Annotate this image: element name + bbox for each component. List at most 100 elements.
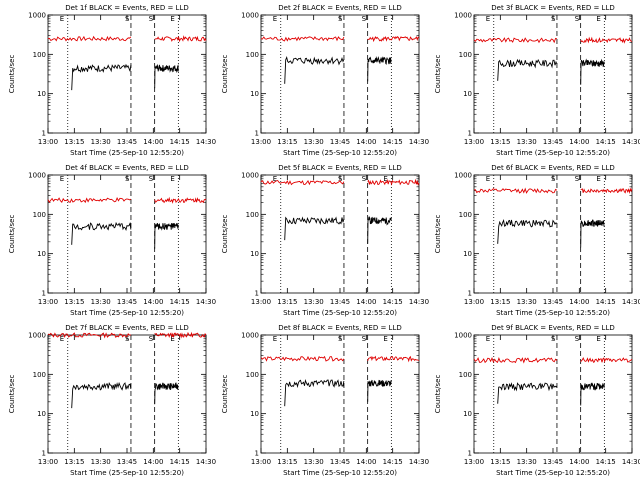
events-series xyxy=(367,56,392,82)
plot-frame xyxy=(47,14,207,134)
x-tick-label: 13:30 xyxy=(91,138,111,146)
panel-chart-svg: Det 2f BLACK = Events, RED = LLD Counts/s… xyxy=(221,4,429,157)
x-axis-label: Start Time (25-Sep-10 12:55:20) xyxy=(496,149,610,157)
y-tick-label: 10 xyxy=(250,90,259,98)
marker-label: E xyxy=(383,175,387,183)
y-tick-label: 100 xyxy=(33,211,46,219)
lld-series xyxy=(260,355,345,362)
detector-panel: Det 6f BLACK = Events, RED = LLD Counts/s… xyxy=(426,160,640,320)
marker-label: S xyxy=(125,335,130,343)
detector-panel: Det 7f BLACK = Events, RED = LLD Counts/s… xyxy=(0,320,216,480)
y-tick-label: 1 xyxy=(255,130,259,138)
plot-frame xyxy=(47,174,207,294)
lld-series xyxy=(580,36,633,44)
y-axis-label: Counts/sec xyxy=(8,375,16,414)
y-tick-label: 10 xyxy=(250,410,259,418)
detector-panel: Det 9f BLACK = Events, RED = LLD Counts/s… xyxy=(426,320,640,480)
x-tick-label: 14:15 xyxy=(170,458,190,466)
marker-label: S xyxy=(338,175,343,183)
x-tick-label: 14:30 xyxy=(196,458,216,466)
y-tick-label: 100 xyxy=(459,211,472,219)
x-tick-label: 14:30 xyxy=(409,138,429,146)
marker-label: E xyxy=(486,15,490,23)
marker-label: E xyxy=(170,15,174,23)
detector-panel: Det 1f BLACK = Events, RED = LLD Counts/s… xyxy=(0,0,216,160)
marker-label: S xyxy=(125,15,130,23)
x-tick-label: 13:15 xyxy=(490,298,510,306)
y-axis-label: Counts/sec xyxy=(434,375,442,414)
y-tick-label: 1000 xyxy=(241,332,259,340)
marker-label: S xyxy=(362,175,367,183)
y-tick-label: 100 xyxy=(246,211,259,219)
lld-series xyxy=(580,357,633,363)
events-series xyxy=(580,219,605,248)
x-tick-label: 13:30 xyxy=(304,298,324,306)
panel-title: Det 8f BLACK = Events, RED = LLD xyxy=(278,324,401,332)
x-tick-label: 13:15 xyxy=(490,458,510,466)
y-tick-label: 1 xyxy=(255,450,259,458)
y-axis-label: Counts/sec xyxy=(8,55,16,94)
x-tick-label: 13:45 xyxy=(330,458,350,466)
x-tick-label: 13:30 xyxy=(91,298,111,306)
y-tick-label: 1000 xyxy=(241,172,259,180)
x-tick-label: 14:00 xyxy=(143,298,163,306)
x-tick-label: 14:00 xyxy=(356,298,376,306)
x-axis-label: Start Time (25-Sep-10 12:55:20) xyxy=(283,469,397,477)
lld-series xyxy=(367,35,420,43)
marker-label: S xyxy=(575,335,580,343)
marker-label: E xyxy=(486,175,490,183)
panel-chart-svg: Det 5f BLACK = Events, RED = LLD Counts/s… xyxy=(221,164,429,317)
x-tick-label: 14:15 xyxy=(170,138,190,146)
marker-label: E xyxy=(596,335,600,343)
marker-label: S xyxy=(362,335,367,343)
marker-label: E xyxy=(596,15,600,23)
x-tick-label: 14:30 xyxy=(622,138,640,146)
x-tick-label: 14:30 xyxy=(196,298,216,306)
events-series xyxy=(580,382,605,406)
marker-label: S xyxy=(362,15,367,23)
x-tick-label: 13:15 xyxy=(64,138,84,146)
events-series xyxy=(580,58,605,85)
lld-series xyxy=(154,35,207,43)
marker-label: E xyxy=(596,175,600,183)
detector-panel: Det 5f BLACK = Events, RED = LLD Counts/s… xyxy=(213,160,429,320)
y-tick-label: 100 xyxy=(33,371,46,379)
x-tick-label: 13:00 xyxy=(251,138,271,146)
y-tick-label: 1 xyxy=(42,130,46,138)
x-tick-label: 13:45 xyxy=(543,458,563,466)
x-axis-label: Start Time (25-Sep-10 12:55:20) xyxy=(283,309,397,317)
x-tick-label: 13:30 xyxy=(304,458,324,466)
panel-chart-svg: Det 8f BLACK = Events, RED = LLD Counts/s… xyxy=(221,324,429,477)
events-series xyxy=(154,222,179,249)
y-tick-label: 1000 xyxy=(28,332,46,340)
x-tick-label: 14:00 xyxy=(569,298,589,306)
lld-series xyxy=(154,196,207,204)
x-tick-label: 14:30 xyxy=(409,298,429,306)
y-tick-label: 1 xyxy=(42,450,46,458)
detector-panel: Det 8f BLACK = Events, RED = LLD Counts/s… xyxy=(213,320,429,480)
x-tick-label: 14:00 xyxy=(569,138,589,146)
panel-chart-svg: Det 6f BLACK = Events, RED = LLD Counts/s… xyxy=(434,164,640,317)
panel-chart-svg: Det 9f BLACK = Events, RED = LLD Counts/s… xyxy=(434,324,640,477)
events-series xyxy=(497,58,558,81)
y-tick-label: 1000 xyxy=(241,12,259,20)
marker-label: E xyxy=(383,335,387,343)
x-tick-label: 13:45 xyxy=(543,138,563,146)
marker-label: S xyxy=(149,15,154,23)
x-tick-label: 13:45 xyxy=(117,138,137,146)
x-tick-label: 14:30 xyxy=(622,458,640,466)
marker-label: S xyxy=(149,175,154,183)
marker-label: S xyxy=(551,175,556,183)
y-axis-label: Counts/sec xyxy=(221,55,229,94)
lld-series xyxy=(47,197,132,204)
y-axis-label: Counts/sec xyxy=(221,375,229,414)
y-tick-label: 10 xyxy=(463,90,472,98)
y-axis-label: Counts/sec xyxy=(221,215,229,254)
x-tick-label: 13:15 xyxy=(277,138,297,146)
marker-label: E xyxy=(273,335,277,343)
y-tick-label: 10 xyxy=(463,250,472,258)
marker-label: E xyxy=(60,175,64,183)
y-tick-label: 1 xyxy=(255,290,259,298)
events-series xyxy=(497,219,558,244)
